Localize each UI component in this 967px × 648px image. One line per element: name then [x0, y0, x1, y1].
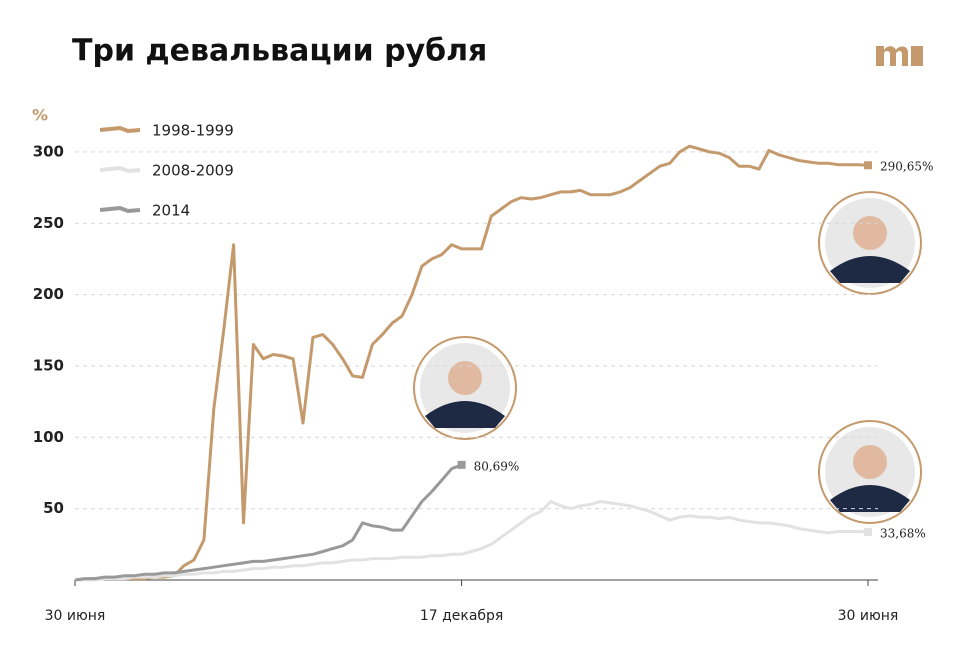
- y-label: %: [32, 106, 48, 125]
- legend-swatch: [99, 125, 141, 134]
- value-label: 33,68%: [880, 526, 926, 540]
- y-tick-label: 150: [33, 356, 64, 374]
- y-tick-label: 300: [33, 142, 64, 160]
- end-marker: [864, 161, 872, 170]
- x-tick-label: 30 июня: [838, 608, 899, 624]
- y-tick-label: 100: [33, 428, 64, 446]
- x-tick-label: 17 декабря: [420, 608, 504, 624]
- y-tick-label: 250: [33, 214, 64, 232]
- y-tick-label: 200: [33, 285, 64, 303]
- portrait-head: [853, 216, 887, 250]
- legend-label: 1998-1999: [152, 122, 234, 140]
- legend-label: 2008-2009: [152, 162, 234, 180]
- value-label: 290,65%: [880, 160, 933, 174]
- legend-swatch: [99, 205, 141, 214]
- portrait-head: [448, 361, 482, 395]
- value-label: 80,69%: [474, 459, 520, 473]
- x-tick-label: 30 июня: [45, 608, 106, 624]
- line-1: [75, 500, 869, 582]
- portrait-suit: [830, 485, 910, 512]
- line-2: [74, 463, 463, 582]
- portrait-suit: [830, 256, 910, 283]
- portrait-suit: [425, 401, 505, 428]
- logo: [876, 46, 923, 66]
- legend-label: 2014: [152, 202, 190, 220]
- line-0: [75, 144, 869, 582]
- legend-swatch: [99, 165, 141, 174]
- portrait-head: [853, 445, 887, 479]
- y-tick-label: 50: [43, 499, 64, 517]
- end-marker: [864, 527, 872, 536]
- chart-title: Три девальвации рубля: [72, 34, 487, 69]
- end-marker: [457, 460, 466, 469]
